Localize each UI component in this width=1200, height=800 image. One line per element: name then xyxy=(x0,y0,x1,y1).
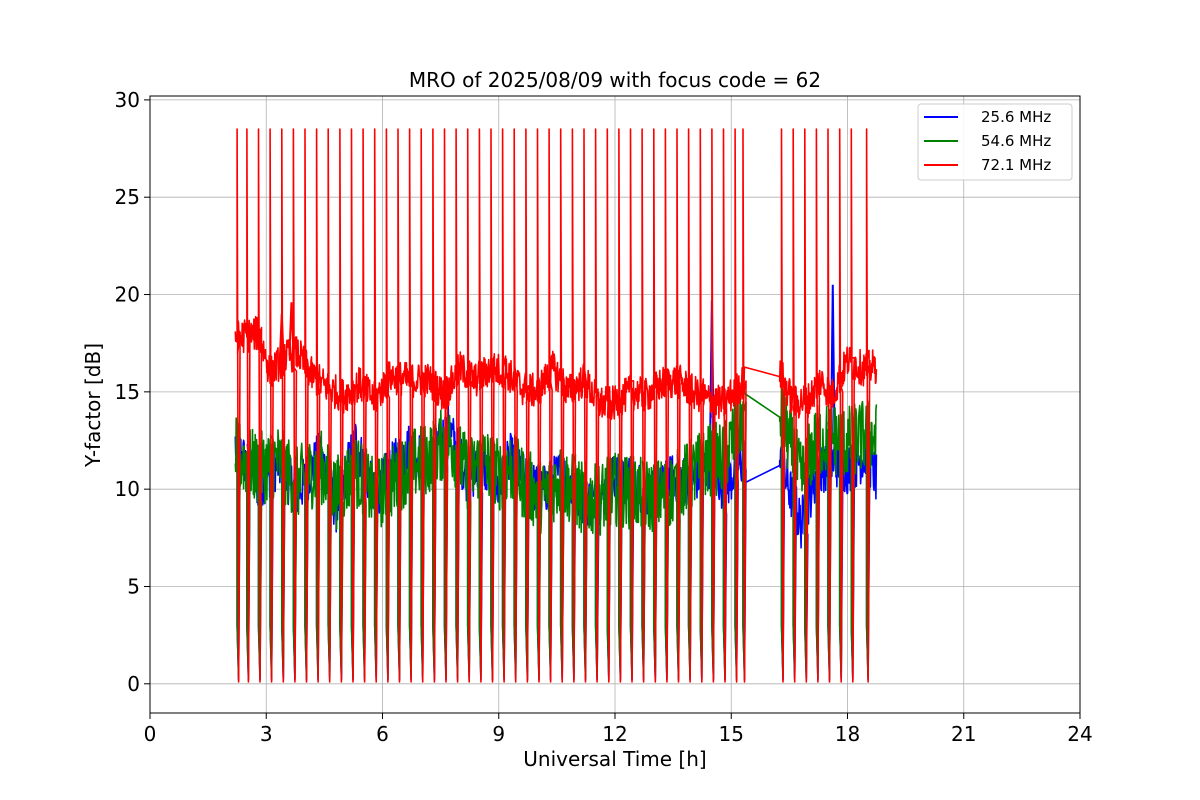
y-tick-label: 15 xyxy=(115,380,140,404)
x-axis-label: Universal Time [h] xyxy=(523,747,706,771)
legend-label: 72.1 MHz xyxy=(981,156,1051,174)
series-layer xyxy=(234,128,878,683)
x-tick-label: 6 xyxy=(376,722,389,746)
x-tick-label: 9 xyxy=(492,722,505,746)
x-tick-label: 24 xyxy=(1067,722,1092,746)
legend: 25.6 MHz 54.6 MHz 72.1 MHz xyxy=(917,103,1073,181)
series-spike xyxy=(443,376,450,393)
y-tick-label: 0 xyxy=(127,672,140,696)
y-tick-label: 25 xyxy=(115,185,140,209)
y-tick-label: 20 xyxy=(115,283,140,307)
series-line xyxy=(234,128,878,683)
y-tick-label: 5 xyxy=(127,574,140,598)
x-tick-label: 21 xyxy=(951,722,976,746)
y-tick-label: 30 xyxy=(115,88,140,112)
series-spike xyxy=(278,313,285,361)
legend-label: 25.6 MHz xyxy=(981,108,1051,126)
x-tick-label: 12 xyxy=(602,722,627,746)
x-tick-label: 15 xyxy=(719,722,744,746)
x-tick-label: 18 xyxy=(835,722,860,746)
x-tick-label: 0 xyxy=(144,722,157,746)
legend-box xyxy=(917,103,1073,181)
legend-label: 54.6 MHz xyxy=(981,132,1051,150)
series-spike xyxy=(288,302,295,355)
y-tick-label: 10 xyxy=(115,477,140,501)
y-axis-label: Y-factor [dB] xyxy=(81,343,105,468)
chart-title: MRO of 2025/08/09 with focus code = 62 xyxy=(409,68,821,92)
series-3 xyxy=(234,128,878,683)
x-tick-label: 3 xyxy=(260,722,273,746)
ticks: 0 3 6 9 12 15 18 21 24 0 5 10 15 20 25 30 xyxy=(115,88,1093,746)
